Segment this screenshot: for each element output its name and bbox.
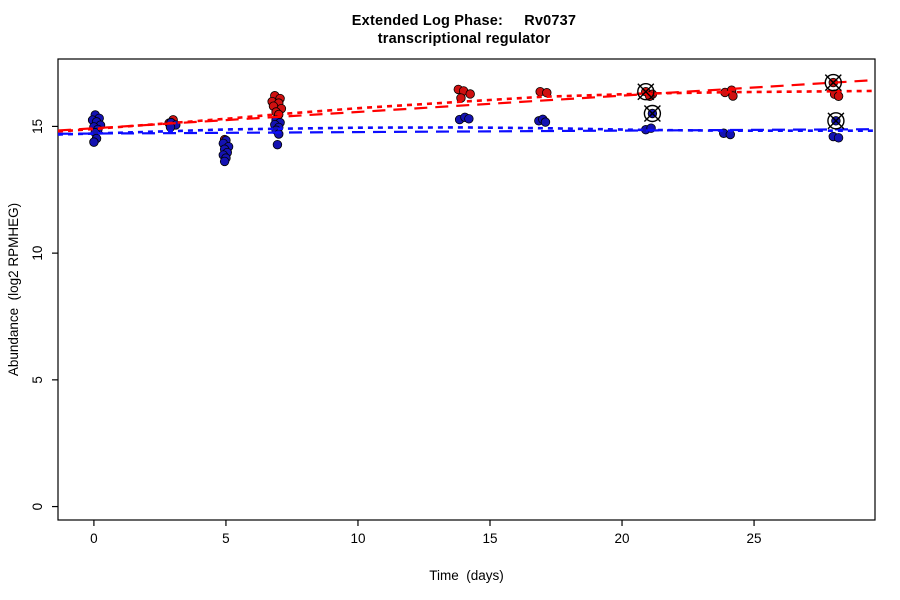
- blue-data-point: [540, 117, 551, 127]
- blue-data-point: [464, 114, 474, 124]
- red-data-point: [728, 91, 738, 101]
- outlier-mark-x: [643, 104, 661, 122]
- outlier-mark-circle: [637, 82, 655, 101]
- blue-data-point: [274, 129, 284, 139]
- x-tick-label: 20: [615, 531, 630, 546]
- outlier-mark-x: [824, 74, 842, 92]
- outlier-mark-circle: [643, 104, 662, 123]
- red-data-point: [833, 91, 844, 101]
- red-linear-fit-trend-line: [57, 78, 876, 132]
- plot-frame: [57, 58, 876, 521]
- y-tick-label: 10: [30, 246, 45, 261]
- blue-data-point: [833, 133, 844, 143]
- outlier-mark-x: [637, 83, 655, 101]
- red-smooth-fit-trend-line: [57, 89, 876, 133]
- blue-smooth-fit-trend-line: [57, 126, 875, 136]
- blue-data-point: [272, 139, 283, 150]
- y-tick-label: 5: [30, 376, 45, 384]
- y-axis-label: Abundance (log2 RPMHEG): [6, 203, 21, 376]
- x-tick-label: 10: [350, 531, 365, 546]
- red-data-point: [465, 89, 475, 99]
- x-tick-label: 15: [482, 531, 497, 546]
- y-tick-label: 15: [30, 119, 45, 134]
- outlier-mark-circle: [824, 73, 842, 92]
- outlier-mark-x: [827, 112, 845, 130]
- blue-data-point: [219, 156, 230, 167]
- x-tick-label: 0: [90, 531, 98, 546]
- x-tick-label: 25: [747, 531, 762, 546]
- outlier-mark-circle: [827, 112, 845, 130]
- x-tick-label: 5: [222, 531, 230, 546]
- chart-title: Extended Log Phase: Rv0737: [351, 13, 577, 29]
- chart-subtitle: transcriptional regulator: [377, 31, 551, 47]
- x-axis-label: Time (days): [429, 568, 504, 583]
- blue-data-point: [89, 137, 99, 147]
- y-tick-label: 0: [30, 503, 45, 511]
